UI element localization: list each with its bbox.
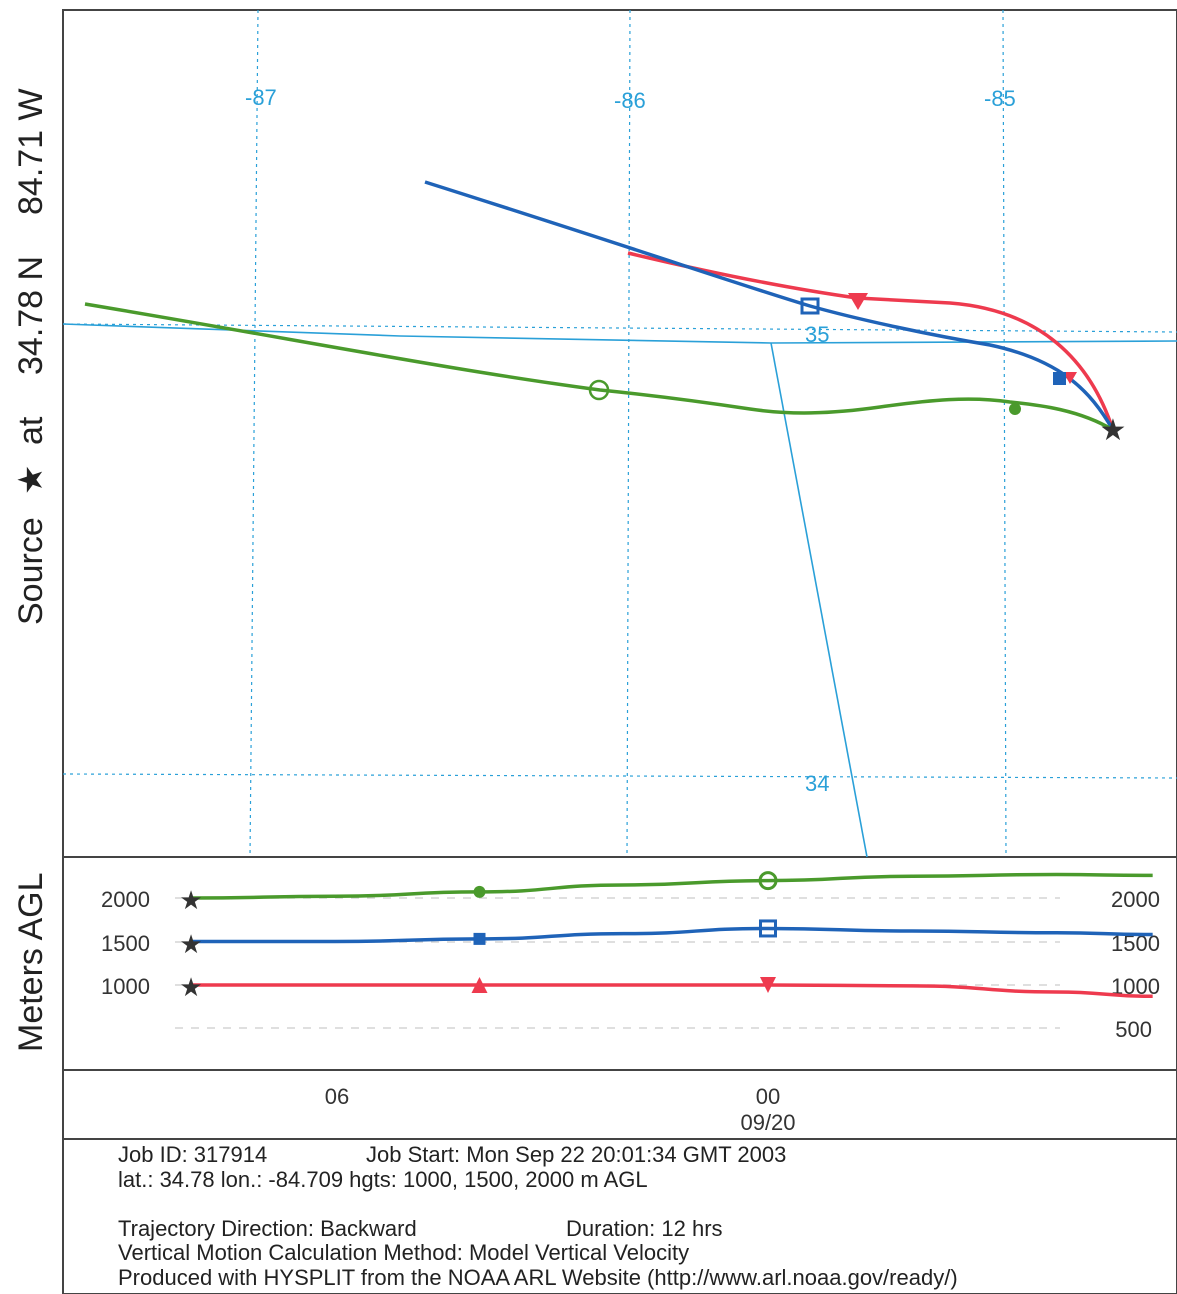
duration: Duration: 12 hrs xyxy=(566,1216,723,1241)
job-start: Job Start: Mon Sep 22 20:01:34 GMT 2003 xyxy=(366,1142,786,1167)
x-tick-00: 00 xyxy=(756,1084,780,1109)
y-tick-right-2000: 2000 xyxy=(1111,887,1160,912)
source-star-icon: ★ xyxy=(12,465,50,495)
meridian-label-86: -86 xyxy=(614,88,646,113)
job-id: Job ID: 317914 xyxy=(118,1142,267,1167)
produced-with: Produced with HYSPLIT from the NOAA ARL … xyxy=(118,1265,958,1290)
profile-lines xyxy=(190,871,1153,999)
profile-line-red xyxy=(191,983,1153,999)
job-info: Job ID: 317914 Job Start: Mon Sep 22 20:… xyxy=(118,1142,958,1290)
y-tick-left-1000: 1000 xyxy=(101,974,150,999)
start-star-icon: ★ xyxy=(179,886,202,916)
y-tick-left-1500: 1500 xyxy=(101,931,150,956)
red-triangle-marker xyxy=(1063,372,1077,384)
trajectory-1000m xyxy=(627,251,1115,431)
green-circle-marker xyxy=(1009,403,1021,415)
meridian-87 xyxy=(249,9,259,858)
source-latitude: 34.78 N xyxy=(12,256,50,375)
parallel-label-34: 34 xyxy=(805,771,829,796)
source-longitude: 84.71 W xyxy=(12,88,50,215)
blue-square-marker xyxy=(759,919,777,938)
state-boundary-east-west xyxy=(62,323,1177,344)
map-grid: -87 -86 -85 35 34 xyxy=(62,9,1177,858)
blue-square-marker xyxy=(800,297,820,315)
red-triangle-marker xyxy=(471,977,488,993)
at-word: at xyxy=(12,416,50,445)
x-tick-date: 09/20 xyxy=(740,1110,795,1135)
y-tick-right-500: 500 xyxy=(1115,1017,1152,1042)
parallel-34 xyxy=(62,773,1177,779)
profile-line-blue xyxy=(191,926,1153,944)
source-word: Source xyxy=(12,517,50,625)
blue-square-marker xyxy=(473,932,486,945)
start-star-icon: ★ xyxy=(179,930,202,960)
x-tick-06: 06 xyxy=(325,1084,349,1109)
meridian-label-85: -85 xyxy=(984,86,1016,111)
red-triangle-marker xyxy=(848,293,868,310)
meridian-86 xyxy=(626,9,631,858)
trajectory-1500m xyxy=(424,180,1115,431)
meters-agl-label-wrap: Meters AGL xyxy=(12,872,50,1052)
figure-frame xyxy=(62,9,1177,1294)
y-tick-left-2000: 2000 xyxy=(101,887,150,912)
map-trajectories: ★ xyxy=(84,180,1127,448)
green-circle-marker xyxy=(588,379,610,401)
green-circle-marker xyxy=(758,871,778,891)
profile-line-green xyxy=(190,872,1153,900)
state-boundary-north-south xyxy=(770,342,868,858)
source-location: lat.: 34.78 lon.: -84.709 hgts: 1000, 15… xyxy=(118,1167,648,1192)
blue-square-marker xyxy=(1053,372,1066,385)
source-star-icon: ★ xyxy=(1100,413,1127,448)
parallel-label-35: 35 xyxy=(805,322,829,347)
meridian-85 xyxy=(1002,9,1007,858)
height-profile: 2000 1500 1000 2000 1500 1000 500 ★ ★ ★ xyxy=(101,871,1160,1042)
start-star-icon: ★ xyxy=(179,973,202,1003)
meridian-label-87: -87 xyxy=(245,85,277,110)
red-triangle-marker xyxy=(760,977,776,993)
source-location-label: Source ★ at 34.78 N 84.71 W xyxy=(12,88,50,625)
trajectory-2000m xyxy=(84,302,1114,432)
meters-agl-label: Meters AGL xyxy=(12,872,50,1052)
green-circle-marker xyxy=(473,885,486,898)
vertical-motion-method: Vertical Motion Calculation Method: Mode… xyxy=(118,1240,689,1265)
time-axis: 06 00 09/20 xyxy=(325,1084,796,1135)
trajectory-direction: Trajectory Direction: Backward xyxy=(118,1216,417,1241)
